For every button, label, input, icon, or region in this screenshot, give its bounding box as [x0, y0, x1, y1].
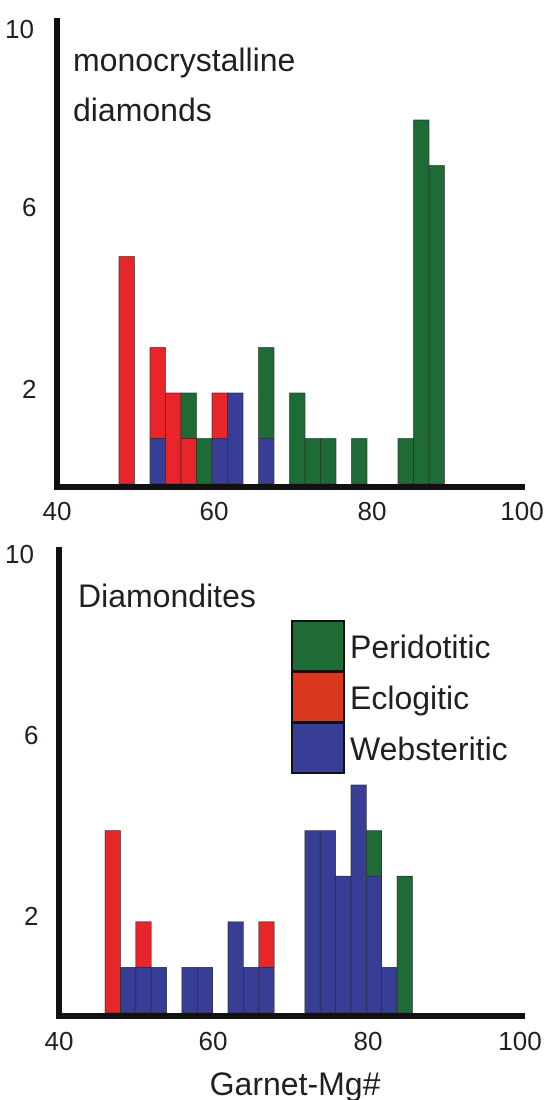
bar-peridotitic-86 [396, 875, 413, 1014]
bar-eclogitic-52 [135, 921, 152, 968]
bar-peridotitic-90 [428, 165, 445, 485]
bar-peridotitic-82 [365, 830, 382, 877]
bar-websteritic-54 [150, 967, 167, 1014]
bar-websteritic-68 [258, 967, 275, 1014]
legend-label-websteritic: Websteritic [350, 731, 508, 767]
bar-websteritic-66 [243, 967, 260, 1014]
panel-title-line-2: diamonds [73, 92, 212, 128]
legend-label-peridotitic: Peridotitic [350, 629, 491, 665]
y-tick-10: 10 [5, 539, 34, 569]
legend-swatch-eclogitic [291, 671, 345, 723]
bar-websteritic-60 [197, 967, 214, 1014]
bars-diamondites [104, 784, 413, 1014]
legend-swatch-peridotitic [291, 620, 345, 672]
bar-websteritic-74 [304, 830, 321, 1014]
bar-websteritic-68 [258, 438, 275, 485]
panel-monocrystalline: 10 6 2 40 60 80 100 monocrystalline diam… [5, 14, 544, 526]
bar-peridotitic-68 [258, 347, 275, 439]
bar-eclogitic-56 [165, 392, 182, 485]
x-tick-100: 100 [500, 496, 543, 526]
legend-swatch-websteritic [291, 722, 345, 774]
x-tick-40: 40 [45, 1026, 74, 1056]
bar-eclogitic-48 [104, 830, 121, 1014]
bar-peridotitic-80 [351, 438, 368, 485]
bar-eclogitic-58 [180, 438, 197, 485]
bar-peridotitic-60 [196, 438, 213, 485]
bar-websteritic-64 [227, 921, 244, 1014]
bar-websteritic-84 [381, 967, 398, 1014]
panel-diamondites: 10 6 2 40 60 80 100 Diamondites Peridoti… [5, 539, 542, 1056]
bar-websteritic-64 [227, 392, 244, 485]
bars-monocrystalline [118, 119, 445, 485]
panel-title: Diamondites [78, 578, 256, 614]
y-tick-6: 6 [22, 192, 36, 222]
bar-websteritic-76 [319, 830, 336, 1014]
bar-websteritic-82 [365, 875, 382, 1014]
bar-peridotitic-58 [180, 392, 197, 439]
bar-peridotitic-86 [397, 438, 414, 485]
bar-eclogitic-62 [211, 392, 228, 439]
x-tick-60: 60 [199, 1026, 228, 1056]
legend: Peridotitic Eclogitic Websteritic [291, 620, 508, 774]
legend-label-eclogitic: Eclogitic [350, 680, 469, 716]
y-tick-2: 2 [22, 374, 36, 404]
y-tick-10: 10 [5, 14, 34, 44]
x-tick-40: 40 [43, 496, 72, 526]
bar-websteritic-50 [120, 967, 137, 1014]
bar-websteritic-54 [149, 438, 166, 485]
y-tick-6: 6 [24, 720, 38, 750]
bar-websteritic-78 [335, 875, 352, 1014]
bar-websteritic-52 [135, 967, 152, 1014]
x-tick-60: 60 [200, 496, 229, 526]
bar-websteritic-58 [181, 967, 198, 1014]
bar-websteritic-62 [211, 438, 228, 485]
x-tick-80: 80 [354, 1026, 383, 1056]
bar-eclogitic-54 [149, 347, 166, 439]
bar-peridotitic-72 [289, 392, 306, 485]
y-tick-2: 2 [24, 901, 38, 931]
bar-peridotitic-74 [304, 438, 321, 485]
x-tick-80: 80 [358, 496, 387, 526]
bar-eclogitic-50 [118, 256, 135, 485]
bar-eclogitic-68 [258, 921, 275, 968]
bar-websteritic-80 [350, 784, 367, 1014]
bar-peridotitic-88 [413, 119, 430, 485]
panel-title-line-1: monocrystalline [73, 42, 295, 78]
bar-peridotitic-76 [320, 438, 337, 485]
x-axis-label: Garnet-Mg# [210, 1066, 381, 1100]
x-tick-100: 100 [498, 1026, 541, 1056]
